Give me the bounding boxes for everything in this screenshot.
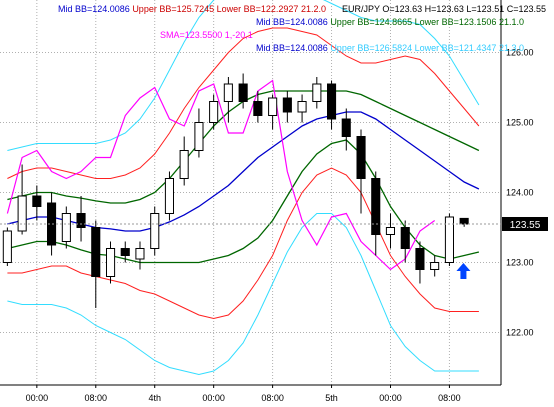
candle-body (2, 230, 12, 263)
candle-body (371, 178, 381, 235)
legend-entry: SMA=123.5500 1,-20,1 (160, 30, 253, 40)
y-tick-label: 122.00 (506, 328, 534, 338)
y-tick-label: 123.00 (506, 258, 534, 268)
legend-entry-part: Upper BB=126.5824 Lower BB=121.4347 (330, 43, 496, 53)
candle-body (106, 248, 116, 277)
candle-body (91, 227, 101, 277)
candle-body (209, 101, 219, 123)
candle-body (179, 150, 189, 179)
candles (2, 73, 469, 308)
legend-entry-part: Upper BB=125.7245 Lower BB=122.2927 (132, 4, 298, 14)
candle-body (61, 213, 71, 242)
x-tick-label: 00:00 (26, 393, 49, 403)
candle-body (17, 195, 27, 232)
y-tick-label: 125.00 (506, 118, 534, 128)
legend-entry-part: SMA=123.5500 1,-20,1 (160, 30, 253, 40)
candle-body (238, 83, 248, 102)
symbol-ohlc-label: EUR/JPY O=123.63 H=123.63 L=123.51 C=123… (342, 4, 546, 14)
legend-entry-part: Mid BB=124.0086 (58, 4, 132, 14)
candle-body (356, 136, 366, 179)
legend-entry-part: Mid BB=124.0086 (256, 17, 330, 27)
axes: 122.00 123.00 124.00 125.00 126.00 00:00 08:00… (0, 0, 534, 403)
candle-body (32, 195, 42, 207)
sma-line-group (6, 79, 436, 271)
x-tick-label: 4th (148, 393, 161, 403)
candle-body (327, 83, 337, 120)
grid (0, 0, 501, 385)
legend-entry-part: 21.2.0 (298, 4, 326, 14)
y-tick-label: 126.00 (506, 48, 534, 58)
candle-body (194, 122, 204, 151)
price-marker: 123.55 (0, 217, 548, 231)
candle-body (400, 227, 410, 249)
x-tick-label: 08:00 (85, 393, 108, 403)
legend-entry-part: Mid BB=124.0086 (256, 43, 330, 53)
candle-body (282, 97, 292, 113)
candle-body (47, 202, 57, 246)
x-tick-label: 00:00 (202, 393, 225, 403)
lower-bb-3-line (7, 213, 479, 376)
signal-arrow (456, 263, 471, 279)
candle-body (135, 248, 145, 260)
mid-bb-line (7, 111, 480, 232)
sma-line (6, 79, 436, 271)
candle-body (312, 83, 322, 102)
up-arrow-icon (456, 263, 471, 279)
legend-entry: Mid BB=124.0086 Upper BB=125.7245 Lower … (58, 4, 326, 14)
upper-bb-2-line (7, 27, 480, 179)
bollinger-bands (7, 0, 480, 376)
candle-body (430, 262, 440, 270)
upper-bb-3-line (7, 0, 480, 151)
candle-body (150, 213, 160, 249)
legend-entry-part: Upper BB=124.8665 Lower BB=123.1506 (330, 17, 496, 27)
candle-body (415, 248, 425, 270)
candle-body (444, 216, 454, 263)
candle-body (459, 217, 469, 225)
candle-body (268, 97, 278, 116)
candle-body (385, 227, 395, 235)
candle-body (164, 178, 174, 214)
current-price-box (502, 217, 548, 231)
candle-body (297, 101, 307, 113)
x-tick-label: 5th (325, 393, 338, 403)
candle-body (76, 213, 86, 228)
y-tick-label: 124.00 (506, 188, 534, 198)
lower-bb-2-line (7, 167, 479, 320)
legend-entry: Mid BB=124.0086 Upper BB=124.8665 Lower … (256, 17, 524, 27)
candle-body (253, 101, 263, 116)
current-price-label: 123.55 (510, 220, 541, 231)
x-tick-label: 08:00 (261, 393, 284, 403)
legend-entry-part: 21.3.0 (496, 43, 524, 53)
legend-entry-part: 21.1.0 (496, 17, 524, 27)
lower-bb-1-line (7, 139, 480, 264)
legend-entry: Mid BB=124.0086 Upper BB=126.5824 Lower … (256, 43, 524, 53)
candle-body (223, 83, 233, 102)
x-tick-label: 08:00 (438, 393, 461, 403)
candle-body (341, 118, 351, 137)
legend: Mid BB=124.0086 Upper BB=125.7245 Lower … (58, 4, 546, 53)
candle-body (120, 248, 130, 256)
x-tick-label: 00:00 (379, 393, 402, 403)
